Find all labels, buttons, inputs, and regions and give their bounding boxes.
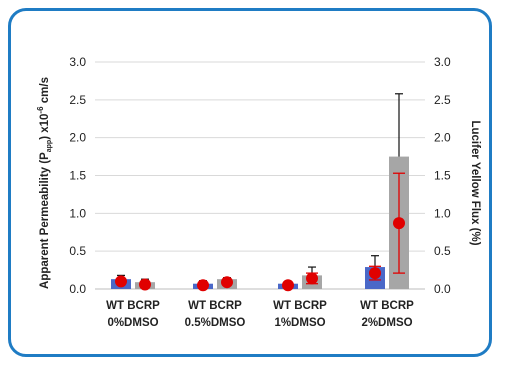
category-label-line1: WT BCRP: [106, 300, 160, 312]
flux-point: [197, 279, 209, 292]
ylabel-mid: ) x10: [39, 114, 51, 140]
flux-point: [282, 279, 294, 292]
bars: [111, 156, 409, 289]
category-label-line1: WT BCRP: [360, 300, 414, 312]
y2-tick-label: 1.5: [434, 169, 451, 183]
category-label-line2: 0%DMSO: [107, 317, 158, 329]
category-label-line2: 0.5%DMSO: [185, 317, 246, 329]
flux-point: [221, 276, 233, 289]
y2-tick-label: 2.0: [434, 131, 451, 145]
flux-point: [306, 272, 318, 285]
category-label-line2: 2%DMSO: [361, 317, 412, 329]
category-label-line2: 1%DMSO: [274, 317, 325, 329]
y-tick-label: 0.0: [69, 282, 86, 296]
y-tick-label: 2.5: [69, 93, 86, 107]
flux-points: [115, 172, 405, 292]
flux-point: [393, 217, 405, 230]
left-axis-ticks: 0.0 0.5 1.0 1.5 2.0 2.5 3.0: [69, 55, 86, 296]
ylabel-subscript: app: [46, 140, 53, 152]
ylabel-superscript: -6: [36, 106, 45, 114]
ylabel-unit: cm/s: [39, 77, 51, 106]
right-axis-ticks: 0.0 0.5 1.0 1.5 2.0 2.5 3.0: [434, 55, 451, 296]
category-label-line1: WT BCRP: [273, 300, 327, 312]
y2-tick-label: 0.0: [434, 282, 451, 296]
flux-point: [115, 275, 127, 288]
chart-frame: [8, 8, 492, 357]
y2-tick-label: 1.0: [434, 206, 451, 220]
y-tick-label: 1.0: [69, 206, 86, 220]
y2-tick-label: 0.5: [434, 244, 451, 258]
y-tick-label: 1.5: [69, 169, 86, 183]
y-axis-label: Apparent Permeability (Papp) x10-6 cm/s: [36, 77, 53, 289]
y2-tick-label: 2.5: [434, 93, 451, 107]
category-labels: WT BCRP 0%DMSO WT BCRP 0.5%DMSO WT BCRP 1%DMS…: [106, 300, 414, 329]
y-tick-label: 2.0: [69, 131, 86, 145]
y-tick-label: 3.0: [69, 55, 86, 69]
grid-lines: [95, 61, 425, 290]
ylabel-main: Apparent Permeability (P: [39, 152, 51, 289]
error-bars: [117, 93, 403, 284]
category-label-line1: WT BCRP: [188, 300, 242, 312]
y2-tick-label: 3.0: [434, 55, 451, 69]
y2-axis-label: Lucifer Yellow Flux (%): [469, 120, 481, 245]
flux-point: [369, 267, 381, 280]
flux-point: [139, 278, 151, 291]
y-tick-label: 0.5: [69, 244, 86, 258]
